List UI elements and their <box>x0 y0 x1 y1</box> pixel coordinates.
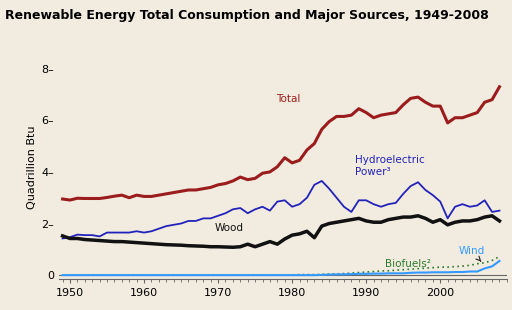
Text: Biofuels²: Biofuels² <box>385 259 431 269</box>
Text: Wind: Wind <box>458 246 484 261</box>
Y-axis label: Quadrillion Btu: Quadrillion Btu <box>27 126 37 209</box>
Text: Wood: Wood <box>215 223 243 233</box>
Text: Hydroelectric
Power³: Hydroelectric Power³ <box>355 155 425 177</box>
Text: Renewable Energy Total Consumption and Major Sources, 1949-2008: Renewable Energy Total Consumption and M… <box>5 9 489 22</box>
Text: Total: Total <box>276 94 301 104</box>
